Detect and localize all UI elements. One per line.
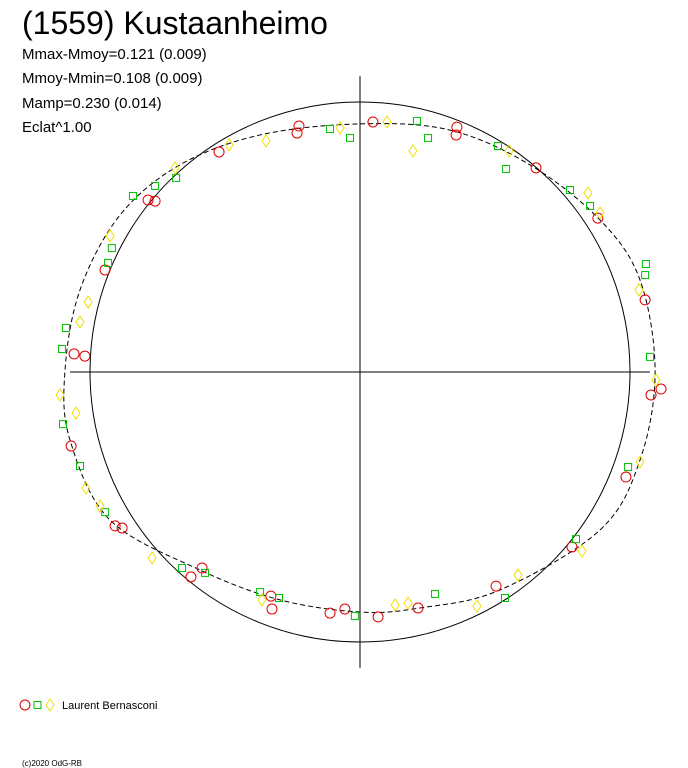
data-point	[513, 568, 523, 582]
data-point	[635, 455, 645, 469]
data-point	[651, 373, 661, 388]
footer: (c)2020 OdG-RB	[22, 759, 82, 768]
data-point	[57, 345, 66, 354]
data-point	[645, 352, 654, 361]
data-point	[472, 599, 482, 613]
chart-title: (1559) Kustaanheimo	[22, 5, 328, 41]
data-point	[424, 133, 433, 142]
data-point	[502, 164, 511, 173]
data-point	[346, 133, 355, 142]
data-point	[99, 264, 111, 276]
data-point	[372, 611, 384, 623]
data-point	[504, 143, 514, 158]
data-point	[104, 258, 113, 267]
data-point	[213, 146, 225, 158]
data-point	[326, 125, 335, 133]
data-point	[81, 481, 91, 496]
data-point	[293, 120, 305, 132]
data-point	[408, 143, 418, 158]
annotation: Mmoy-Mmin=0.108 (0.009)	[22, 70, 202, 87]
data-point	[172, 173, 181, 182]
data-point	[595, 206, 605, 220]
annotation: Mamp=0.230 (0.014)	[22, 95, 162, 112]
data-point	[592, 212, 604, 224]
data-point	[412, 116, 421, 125]
data-point	[170, 160, 180, 175]
data-point	[566, 541, 578, 553]
data-point	[101, 508, 110, 517]
data-point	[76, 461, 85, 470]
data-point	[256, 588, 265, 597]
data-point	[324, 607, 336, 619]
legend-marker	[19, 699, 31, 711]
data-point	[586, 201, 595, 210]
data-point	[412, 602, 424, 614]
data-point	[639, 294, 651, 306]
data-point	[128, 191, 137, 200]
data-point	[275, 593, 283, 602]
data-point	[339, 603, 351, 615]
data-point	[55, 388, 65, 402]
data-point	[68, 348, 80, 360]
annotation: Eclat^1.00	[22, 119, 92, 136]
data-point	[530, 162, 542, 174]
data-point	[75, 315, 85, 329]
data-point	[257, 592, 267, 607]
data-point	[620, 471, 632, 483]
data-point	[490, 580, 502, 592]
legend-label: Laurent Bernasconi	[62, 700, 157, 712]
data-point	[493, 142, 502, 151]
data-point	[451, 121, 463, 133]
data-point	[79, 350, 91, 362]
data-point	[185, 571, 197, 583]
legend-marker	[45, 698, 55, 712]
data-point	[350, 612, 359, 621]
data-point	[224, 138, 234, 152]
data-point	[390, 598, 400, 612]
data-point	[655, 383, 667, 395]
data-point	[382, 115, 392, 129]
data-point	[178, 564, 187, 573]
data-point	[572, 535, 580, 544]
data-point	[583, 186, 593, 200]
data-point	[151, 181, 160, 190]
data-point	[500, 593, 509, 602]
data-point	[149, 195, 161, 207]
data-point	[403, 596, 413, 611]
data-point	[641, 260, 650, 268]
reference-circle	[89, 101, 631, 643]
data-point	[577, 544, 587, 558]
data-point	[196, 562, 208, 574]
data-point	[201, 568, 210, 577]
data-point	[107, 244, 116, 253]
data-point	[147, 551, 157, 565]
data-point	[265, 590, 277, 602]
data-point	[291, 127, 303, 139]
data-point	[450, 129, 462, 141]
data-point	[634, 283, 644, 297]
data-point	[61, 323, 70, 332]
data-point	[266, 603, 278, 615]
data-point	[142, 194, 154, 206]
annotation: Mmax-Mmoy=0.121 (0.009)	[22, 46, 207, 63]
data-point	[71, 406, 81, 420]
data-point	[65, 440, 77, 452]
legend-marker	[33, 701, 42, 709]
data-point	[431, 589, 440, 598]
data-point	[641, 271, 650, 280]
data-point	[566, 186, 575, 195]
data-point	[105, 229, 115, 243]
data-point	[261, 133, 271, 148]
data-point	[83, 295, 93, 309]
data-point	[367, 116, 379, 128]
data-point	[59, 420, 67, 429]
data-point	[645, 389, 657, 401]
data-point	[109, 520, 121, 532]
data-point	[624, 463, 633, 472]
data-point	[95, 499, 105, 513]
data-point	[335, 121, 345, 135]
data-point	[116, 522, 128, 534]
